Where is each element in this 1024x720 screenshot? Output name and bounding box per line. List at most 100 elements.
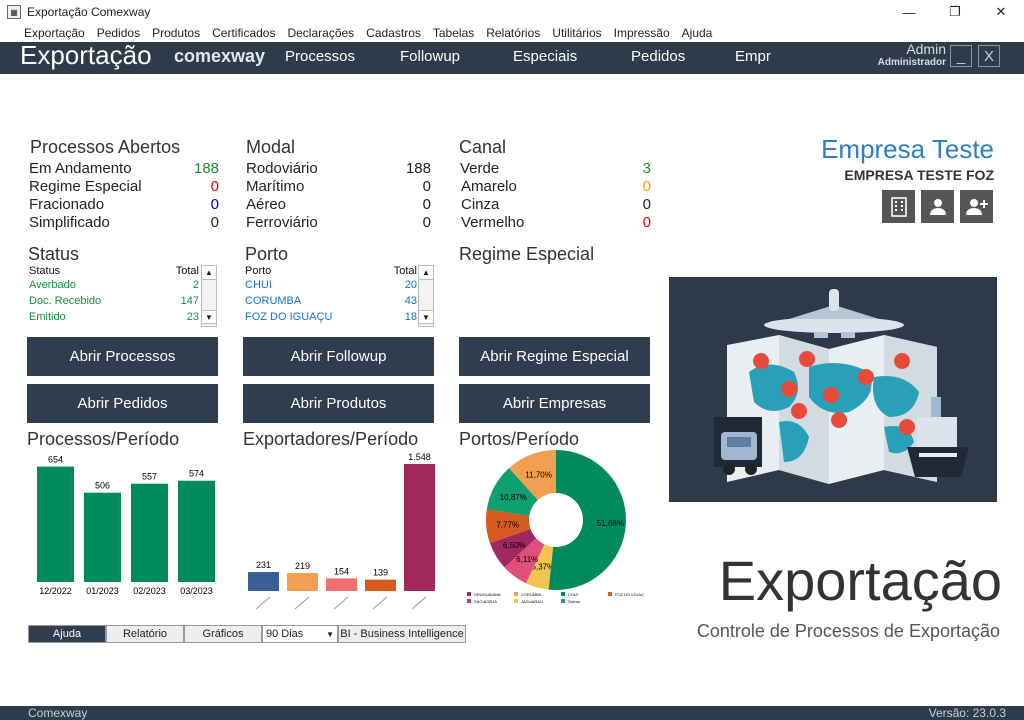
row-value: 3 (642, 160, 651, 177)
table-row[interactable]: Emitido 23 (29, 309, 199, 325)
scroll-down-icon[interactable]: ▼ (202, 310, 216, 324)
nav-close-button[interactable]: X (978, 45, 1000, 67)
processos-row[interactable]: Fracionado 0 (29, 196, 219, 213)
cell-label: Doc. Recebido (29, 295, 102, 307)
canal-row[interactable]: Vermelho 0 (461, 214, 651, 231)
data-label: 219 (295, 561, 310, 571)
legend-entry: URUGUAIANA (474, 592, 501, 597)
ship-icon (907, 397, 969, 477)
open-empresas-button[interactable]: Abrir Empresas (459, 384, 650, 423)
bottom-tabs: Ajuda Relatório Gráficos 90 Dias ▼ BI - B… (28, 625, 466, 643)
legend-entry: FOZ DO IGUAÇ (615, 592, 644, 597)
modal-row[interactable]: Rodoviário 188 (246, 160, 431, 177)
bar (326, 578, 357, 591)
footer-version: Versão: 23.0.3 (928, 706, 1006, 720)
close-button[interactable]: ✕ (995, 4, 1007, 19)
processos-row[interactable]: Regime Especial 0 (29, 178, 219, 195)
table-row[interactable]: CHUI 20 (245, 277, 417, 293)
tick-label (333, 596, 349, 610)
nav-processos[interactable]: Processos (285, 48, 356, 65)
row-label: Marítimo (246, 178, 305, 195)
modal-row[interactable]: Marítimo 0 (246, 178, 431, 195)
modal-row[interactable]: Aéreo 0 (246, 196, 431, 213)
menu-certificados[interactable]: Certificados (212, 26, 276, 40)
bar (287, 573, 318, 591)
portos-pie-chart: 5,37%6,11% 6,50% 7,77% 10,87% 11,70% 51,68% UR… (467, 450, 644, 604)
menu-tabelas[interactable]: Tabelas (432, 26, 475, 40)
tab-relatorio[interactable]: Relatório (106, 625, 184, 643)
user-info[interactable]: Admin Administrador (878, 42, 946, 70)
tick-label (411, 596, 427, 610)
open-followup-button[interactable]: Abrir Followup (243, 337, 434, 376)
row-value: 0 (642, 196, 651, 213)
data-label: 10,87% (500, 493, 527, 502)
world-map-illustration (669, 277, 997, 502)
open-produtos-button[interactable]: Abrir Produtos (243, 384, 434, 423)
table-row[interactable]: FOZ DO IGUAÇU 18 (245, 309, 417, 325)
data-label: 506 (95, 481, 110, 491)
tab-ajuda[interactable]: Ajuda (28, 625, 106, 643)
menu-relatorios[interactable]: Relatórios (486, 26, 541, 40)
status-scrollbar[interactable]: ▲ ▼ (201, 265, 217, 327)
status-grid[interactable]: Status Total Averbado 2 Doc. Recebido 147 E… (29, 265, 199, 325)
building-icon[interactable] (882, 190, 915, 223)
modal-row[interactable]: Ferroviário 0 (246, 214, 431, 231)
row-label: Regime Especial (29, 178, 142, 195)
row-value: 188 (405, 160, 431, 177)
row-label: Fracionado (29, 196, 105, 213)
status-bar: Comexway Versão: 23.0.3 (0, 706, 1024, 720)
minimize-button[interactable]: — (902, 4, 916, 20)
open-processos-button[interactable]: Abrir Processos (27, 337, 218, 376)
chart-exportadores-title: Exportadores/Período (243, 429, 419, 449)
menu-utilitarios[interactable]: Utilitários (552, 26, 602, 40)
user-icon[interactable] (921, 190, 954, 223)
cell-label: Averbado (29, 279, 76, 291)
menu-impressao[interactable]: Impressão (613, 26, 670, 40)
table-row[interactable]: Doc. Recebido 147 (29, 293, 199, 309)
scroll-down-icon[interactable]: ▼ (419, 310, 433, 324)
tab-graficos[interactable]: Gráficos (184, 625, 262, 643)
processos-row[interactable]: Em Andamento 188 (29, 160, 219, 177)
tick-label: 02/2023 (133, 586, 166, 596)
nav-especiais[interactable]: Especiais (513, 48, 578, 65)
cell-value: 43 (404, 295, 417, 307)
porto-scrollbar[interactable]: ▲ ▼ (418, 265, 434, 327)
scroll-up-icon[interactable]: ▲ (202, 266, 216, 280)
menu-pedidos[interactable]: Pedidos (96, 26, 141, 40)
add-user-icon[interactable] (960, 190, 993, 223)
tick-label (255, 596, 271, 610)
hero-title: Exportação (718, 549, 1002, 612)
nav-empresas[interactable]: Empr (735, 48, 771, 65)
menu-exportacao[interactable]: Exportação (24, 26, 85, 40)
table-row[interactable]: Averbado 2 (29, 277, 199, 293)
legend-entry: CHUI (568, 592, 578, 597)
menu-produtos[interactable]: Produtos (152, 26, 201, 40)
menu-ajuda[interactable]: Ajuda (681, 26, 713, 40)
maximize-button[interactable]: ❐ (949, 4, 961, 19)
open-regime-button[interactable]: Abrir Regime Especial (459, 337, 650, 376)
processos-row[interactable]: Simplificado 0 (29, 214, 219, 231)
scroll-up-icon[interactable]: ▲ (419, 266, 433, 280)
canal-row[interactable]: Cinza 0 (461, 196, 651, 213)
row-label: Verde (460, 160, 500, 177)
canal-row[interactable]: Amarelo 0 (461, 178, 651, 195)
cell-label: CHUI (245, 279, 272, 291)
data-label: 5,37% (532, 563, 555, 572)
table-row[interactable]: CORUMBA 43 (245, 293, 417, 309)
porto-grid[interactable]: Porto Total CHUI 20 CORUMBA 43 FOZ DO IGUAÇ… (245, 265, 417, 325)
data-label: 557 (142, 472, 157, 482)
menu-declaracoes[interactable]: Declarações (287, 26, 355, 40)
nav-minimize-button[interactable]: _ (950, 45, 972, 67)
open-pedidos-button[interactable]: Abrir Pedidos (27, 384, 218, 423)
period-select[interactable]: 90 Dias ▼ (262, 625, 338, 643)
nav-pedidos[interactable]: Pedidos (631, 48, 686, 65)
brand-logo-text: comexway (174, 46, 266, 66)
pie-slice (525, 544, 554, 590)
menu-cadastros[interactable]: Cadastros (366, 26, 421, 40)
regime-title: Regime Especial (459, 244, 595, 264)
data-label: 6,11% (516, 555, 538, 564)
canal-row[interactable]: Verde 3 (460, 160, 651, 177)
pie-slice (509, 450, 556, 500)
bi-button[interactable]: BI - Business Intelligence (338, 625, 466, 643)
nav-followup[interactable]: Followup (400, 48, 461, 65)
